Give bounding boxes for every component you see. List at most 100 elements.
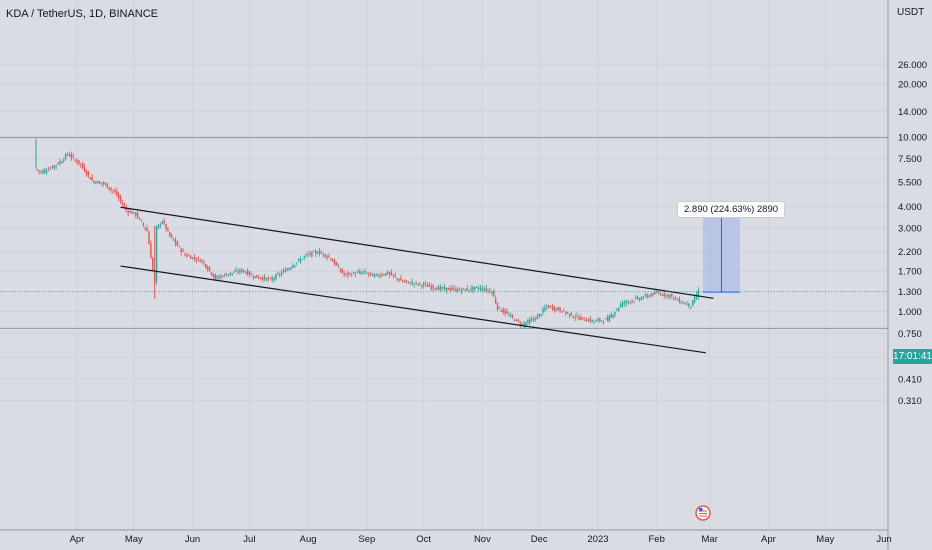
candle-body — [233, 272, 235, 273]
candle-body — [508, 314, 510, 316]
candle-body — [265, 278, 268, 281]
candle-body — [659, 293, 662, 295]
candle-body — [462, 288, 465, 289]
candle-body — [434, 288, 436, 290]
candle-body — [288, 268, 290, 270]
candle-body — [487, 289, 489, 291]
candle-body — [546, 306, 548, 307]
candle-body — [44, 169, 46, 173]
candle-body — [686, 303, 688, 305]
candle-body — [349, 272, 351, 274]
candle-body — [690, 306, 692, 308]
candle-body — [506, 311, 508, 314]
candle-body — [388, 272, 391, 275]
candle-body — [574, 316, 576, 319]
candle-body — [133, 211, 135, 213]
candle-body — [237, 272, 239, 273]
x-tick-label: Mar — [702, 534, 718, 545]
candle-body — [284, 270, 287, 273]
candle-body — [394, 275, 396, 277]
candle-body — [441, 287, 444, 289]
candle-body — [661, 294, 664, 296]
candle-body — [138, 218, 141, 220]
candle-body — [176, 241, 179, 246]
candle-body — [140, 219, 143, 222]
x-tick-label: Apr — [70, 534, 85, 545]
y-tick-label: 0.410 — [898, 375, 922, 386]
candle-body — [695, 295, 698, 299]
candle-body — [258, 276, 260, 279]
candle-body — [100, 182, 103, 184]
candle-body — [644, 294, 647, 296]
candle-body — [70, 154, 73, 158]
x-tick-label: Feb — [648, 534, 664, 545]
candle-body — [102, 182, 105, 184]
candle-body — [309, 253, 311, 255]
candle-body — [244, 272, 247, 274]
candle-body — [583, 320, 586, 321]
candle-body — [112, 189, 114, 191]
candle-body — [292, 265, 294, 268]
candle-body — [119, 196, 122, 202]
candle-body — [563, 309, 565, 311]
candle-body — [443, 286, 446, 289]
candle-body — [152, 257, 154, 271]
candle-body — [339, 269, 342, 271]
candle-body — [296, 262, 298, 264]
candle-body — [333, 259, 336, 265]
candle-body — [527, 320, 529, 323]
candle-body — [411, 282, 414, 283]
candle-body — [239, 269, 241, 272]
candle-body — [184, 254, 186, 256]
candle-body — [72, 155, 74, 157]
candle-body — [364, 271, 366, 273]
candle-body — [510, 315, 512, 317]
candle-body — [398, 279, 400, 281]
candle-body — [424, 283, 427, 285]
candle-body — [252, 276, 254, 278]
candle-body — [667, 295, 669, 297]
candle-body — [199, 260, 201, 263]
candle-body — [275, 274, 277, 280]
lower-trendline[interactable] — [120, 265, 707, 354]
currency-label: USDT — [897, 7, 925, 18]
candle-body — [417, 283, 419, 285]
candle-body — [599, 318, 601, 321]
candle-body — [595, 319, 597, 322]
candle-body — [402, 280, 404, 283]
candle-body — [655, 292, 658, 293]
candle-body — [601, 320, 603, 322]
candle-body — [447, 287, 449, 290]
candle-body — [345, 273, 347, 275]
candle-body — [250, 274, 252, 276]
candle-body — [68, 154, 71, 157]
candle-body — [498, 307, 501, 309]
candle-body — [207, 266, 209, 270]
candle-body — [83, 166, 86, 172]
candle-body — [150, 242, 152, 259]
candle-body — [51, 166, 54, 169]
y-tick-label: 5.500 — [898, 178, 922, 189]
upper-trendline[interactable] — [120, 206, 714, 299]
candle-body — [188, 255, 190, 257]
candle-body — [167, 228, 169, 231]
candle-body — [547, 305, 550, 309]
candle-body — [89, 177, 91, 180]
candle-body — [523, 323, 525, 326]
candle-body — [464, 289, 467, 291]
candle-body — [121, 202, 124, 205]
y-tick-label: 1.000 — [898, 307, 922, 318]
candle-body — [691, 300, 694, 307]
candle-body — [95, 181, 97, 184]
price-range-measure-label[interactable]: 2.890 (224.63%) 2890 — [677, 201, 786, 218]
candle-body — [320, 252, 323, 254]
candle-body — [625, 300, 628, 303]
candle-body — [197, 258, 199, 259]
candle-body — [136, 212, 139, 218]
candle-body — [657, 292, 660, 294]
x-tick-label: Nov — [474, 534, 491, 545]
candle-body — [529, 319, 531, 324]
candle-body — [53, 165, 55, 168]
